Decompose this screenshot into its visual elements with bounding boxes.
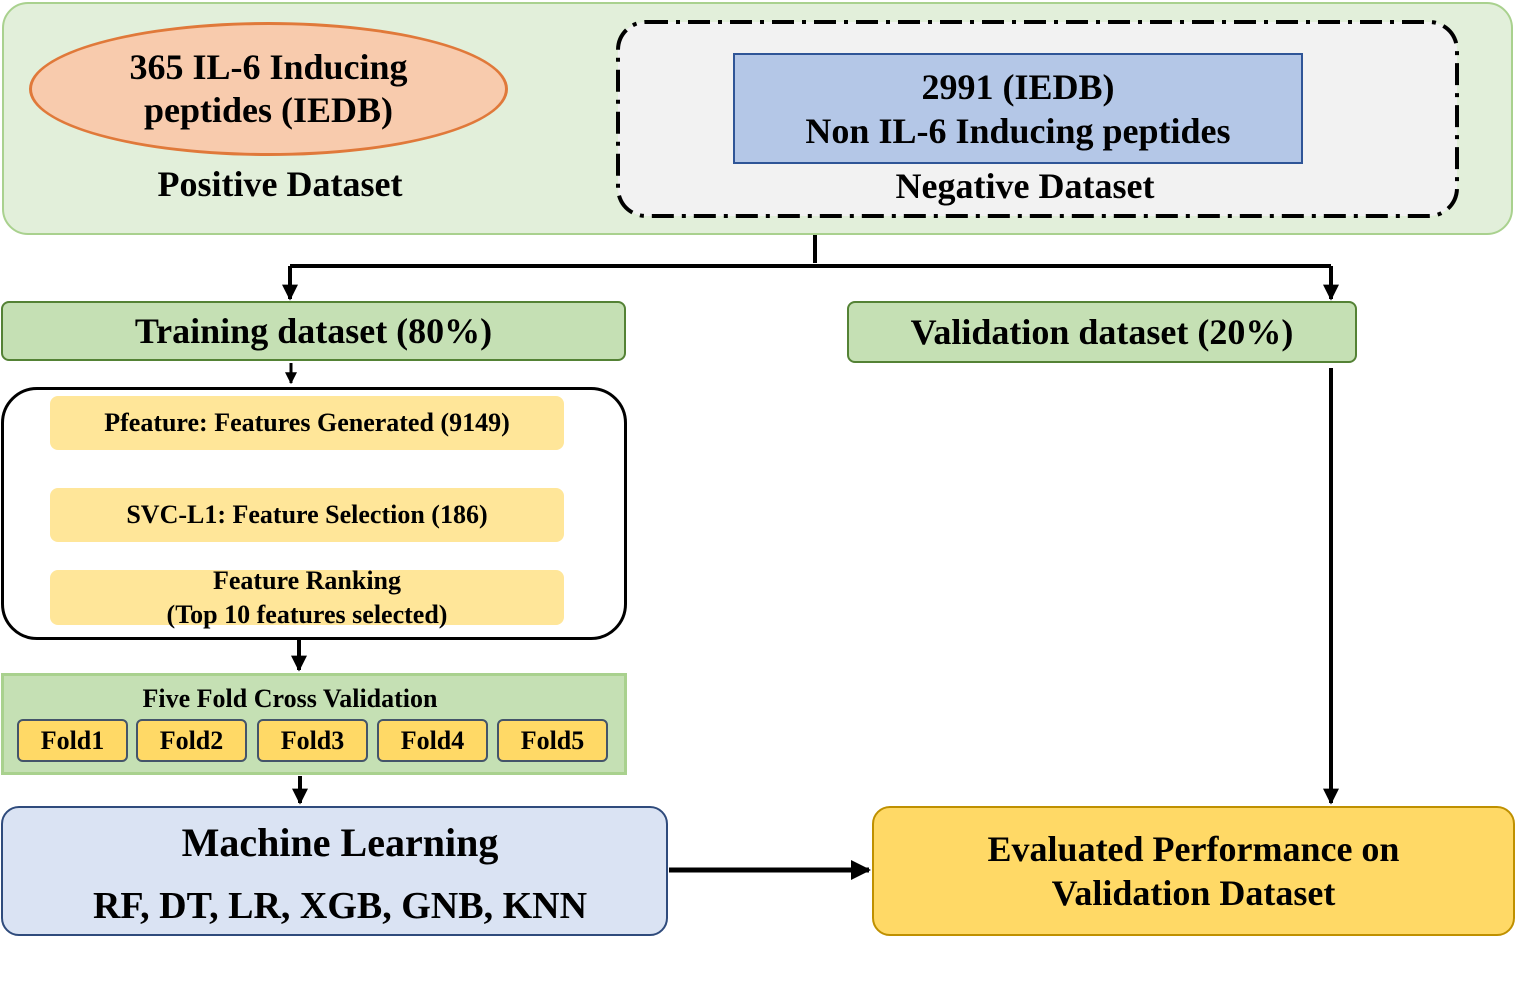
machine-learning-title: Machine Learning: [181, 819, 499, 865]
feature-ranking-line-1: Feature Ranking: [212, 565, 402, 595]
negative-box-line-2: Non IL-6 Inducing peptides: [805, 110, 1231, 151]
cross-validation-title: Five Fold Cross Validation: [142, 684, 438, 713]
evaluation-box: Evaluated Performance on Validation Data…: [872, 806, 1515, 936]
negative-dataset-label: Negative Dataset: [895, 166, 1155, 206]
positive-dataset-ellipse: 365 IL-6 Inducing peptides (IEDB): [29, 22, 508, 156]
machine-learning-models: RF, DT, LR, XGB, GNB, KNN: [92, 885, 588, 927]
pfeature-step: Pfeature: Features Generated (9149): [50, 396, 564, 450]
fold-1-box: Fold1: [17, 719, 128, 762]
feature-ranking-line-2: (Top 10 features selected): [166, 599, 448, 629]
negative-dataset-box: 2991 (IEDB) Non IL-6 Inducing peptides: [733, 53, 1303, 164]
evaluation-line-2: Validation Dataset: [1051, 873, 1336, 913]
svc-feature-selection-step: SVC-L1: Feature Selection (186): [50, 488, 564, 542]
positive-dataset-label: Positive Dataset: [157, 164, 403, 204]
validation-dataset-box: Validation dataset (20%): [847, 301, 1357, 363]
fold-5-box: Fold5: [497, 719, 608, 762]
positive-ellipse-line-2: peptides (IEDB): [143, 90, 394, 130]
fold-2-box: Fold2: [136, 719, 247, 762]
machine-learning-box: [1, 806, 668, 936]
training-dataset-box: Training dataset (80%): [1, 301, 626, 361]
evaluation-line-1: Evaluated Performance on: [987, 829, 1400, 869]
fold-4-box: Fold4: [377, 719, 488, 762]
feature-ranking-step: Feature Ranking (Top 10 features selecte…: [50, 566, 564, 629]
split-connector-line: [290, 235, 1331, 268]
fold-3-box: Fold3: [257, 719, 368, 762]
negative-box-line-1: 2991 (IEDB): [921, 66, 1115, 107]
positive-ellipse-line-1: 365 IL-6 Inducing: [129, 47, 408, 87]
